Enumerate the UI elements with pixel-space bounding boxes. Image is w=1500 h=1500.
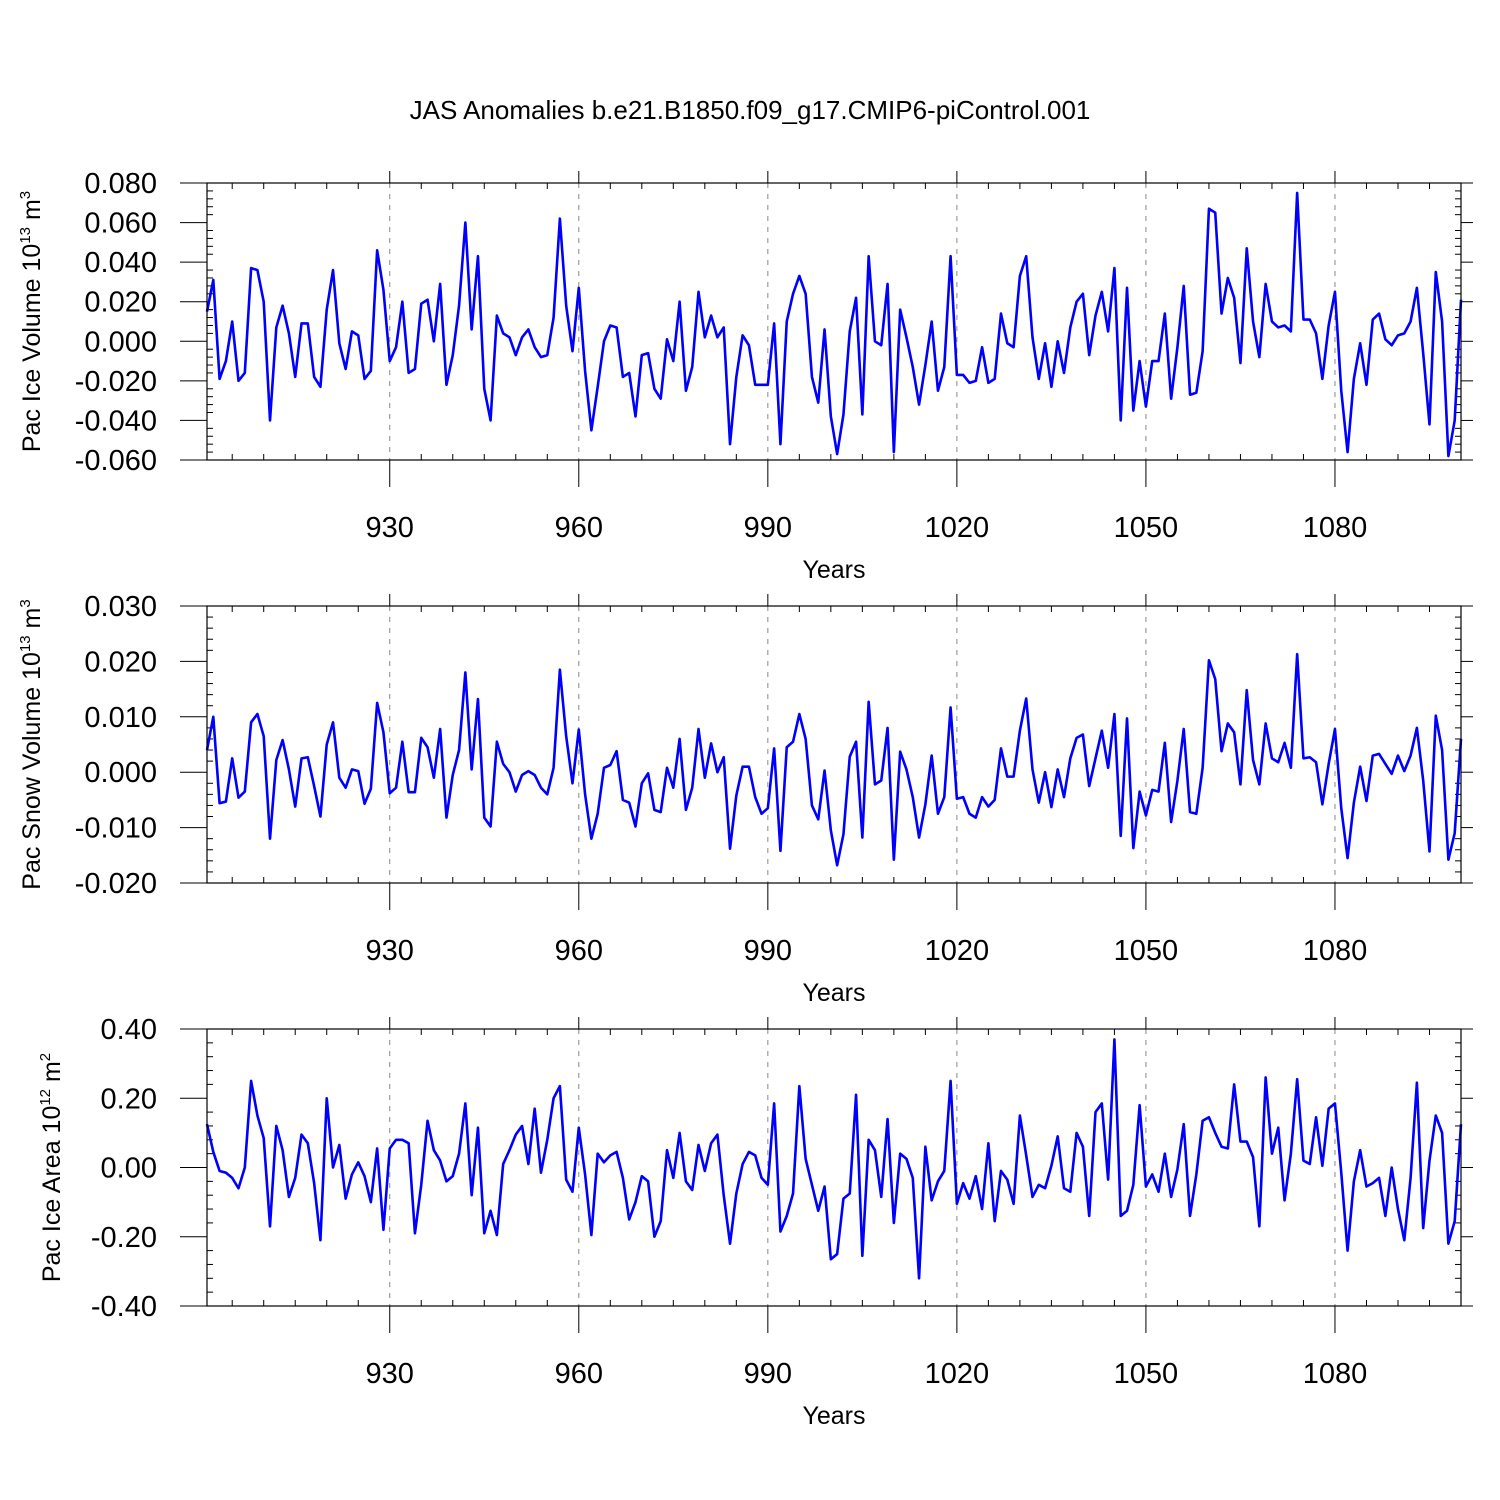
y-tick-label: -0.020	[75, 366, 157, 398]
plot-frame-ice-volume	[206, 182, 1462, 461]
y-tick-label: 0.000	[84, 757, 157, 789]
y-tick-label: 0.00	[101, 1153, 157, 1185]
x-tick-label: 1080	[1303, 935, 1368, 967]
y-tick-label: 0.20	[101, 1083, 157, 1115]
y-tick-label: -0.020	[75, 868, 157, 900]
y-tick-label: 0.000	[84, 326, 157, 358]
y-tick-label: -0.060	[75, 445, 157, 477]
x-tick-label: 990	[744, 935, 792, 967]
x-tick-label: 1080	[1303, 512, 1368, 544]
y-tick-label: 0.080	[84, 168, 157, 200]
x-tick-label: 960	[555, 512, 603, 544]
panel-snow-volume: -0.020 -0.010 0.000 0.010 0.020 0.030 930 960 9…	[17, 591, 1473, 1007]
y-axis-label-unit-exponent: 2	[37, 1053, 54, 1061]
y-axis-label-ice-area: Pac Ice Area 1012 m2	[37, 1053, 66, 1282]
y-axis-label-main: Pac Ice Area 10	[38, 1106, 66, 1283]
x-tick-label: 1050	[1114, 935, 1179, 967]
y-axis-label-unit: m	[18, 608, 46, 636]
y-tick-label: -0.40	[91, 1291, 157, 1323]
plot-frame-snow-volume	[206, 605, 1462, 884]
x-tick-label: 1080	[1303, 1358, 1368, 1390]
x-tick-label: 960	[555, 1358, 603, 1390]
x-axis-label: Years	[802, 556, 865, 584]
y-axis-label-main: Pac Ice Volume 10	[18, 244, 46, 452]
y-tick-label: -0.20	[91, 1222, 157, 1254]
y-tick-label: 0.040	[84, 247, 157, 279]
y-axis-label-unit-exponent: 3	[17, 191, 34, 199]
y-tick-label: 0.030	[84, 591, 157, 623]
x-tick-label: 1020	[925, 1358, 990, 1390]
x-tick-label: 930	[366, 935, 414, 967]
y-axis-label-exponent: 13	[17, 635, 34, 652]
panel-ice-area: -0.40 -0.20 0.00 0.20 0.40 930 960 990 1020 1050…	[37, 1014, 1473, 1430]
x-tick-label: 1050	[1114, 512, 1179, 544]
y-tick-label: -0.040	[75, 405, 157, 437]
x-tick-label: 960	[555, 935, 603, 967]
x-tick-label: 1050	[1114, 1358, 1179, 1390]
x-tick-label: 1020	[925, 935, 990, 967]
series-line-ice-volume	[205, 191, 1463, 458]
y-tick-label: 0.020	[84, 646, 157, 678]
y-tick-label: 0.010	[84, 702, 157, 734]
x-tick-label: 990	[744, 1358, 792, 1390]
y-axis-label-unit-exponent: 3	[17, 599, 34, 607]
x-tick-label: 930	[366, 512, 414, 544]
y-axis-label-ice-volume: Pac Ice Volume 1013 m3	[17, 191, 46, 452]
panel-ice-volume: -0.060 -0.040 -0.020 0.000 0.020 0.040 0.060 0.…	[17, 168, 1473, 584]
y-axis-label-unit: m	[38, 1061, 66, 1089]
y-axis-label-main: Pac Snow Volume 10	[18, 652, 46, 890]
y-tick-label: 0.40	[101, 1014, 157, 1046]
x-tick-label: 990	[744, 512, 792, 544]
plot-frame-ice-area	[206, 1028, 1462, 1307]
series-line-ice-area	[205, 1038, 1463, 1280]
y-tick-label: 0.060	[84, 208, 157, 240]
x-axis-label: Years	[802, 1402, 865, 1430]
y-tick-label: -0.010	[75, 813, 157, 845]
y-axis-label-exponent: 13	[17, 227, 34, 244]
y-tick-label: 0.020	[84, 287, 157, 319]
y-axis-label-exponent: 12	[37, 1089, 54, 1106]
y-axis-label-snow-volume: Pac Snow Volume 1013 m3	[17, 599, 46, 889]
x-axis-label: Years	[802, 979, 865, 1007]
series-line-snow-volume	[205, 652, 1463, 867]
chart-title: JAS Anomalies b.e21.B1850.f09_g17.CMIP6-…	[410, 95, 1091, 125]
x-tick-label: 1020	[925, 512, 990, 544]
x-tick-label: 930	[366, 1358, 414, 1390]
y-axis-label-unit: m	[18, 199, 46, 227]
